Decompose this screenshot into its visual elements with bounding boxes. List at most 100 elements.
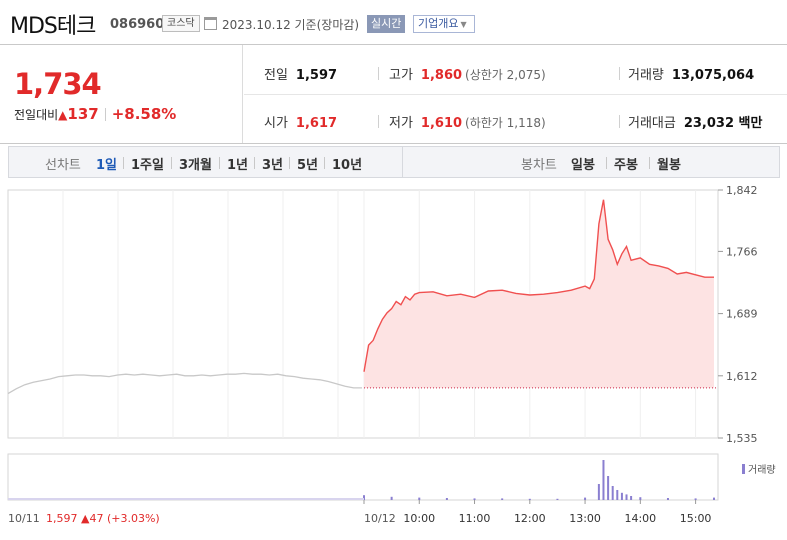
x-tick-label: 15:00 (680, 512, 712, 525)
current-price-box: 1,734 전일대비▲137 +8.58% (0, 45, 243, 143)
candle-chart-label: 봉차트 (521, 158, 557, 173)
volume-bar (528, 498, 531, 500)
stat-prev-close: 전일 1,597 (264, 64, 337, 83)
volume-bar (445, 498, 448, 500)
volume-bar (363, 495, 365, 500)
tab-3m[interactable]: 3개월 (179, 158, 212, 173)
tab-1d[interactable]: 1일 (96, 158, 118, 173)
x-tick-label: 10/12 (364, 512, 396, 525)
today-series-line (363, 199, 714, 372)
volume-bar (639, 497, 642, 500)
divider (219, 157, 220, 169)
divider (289, 157, 290, 169)
tab-1y[interactable]: 1년 (227, 158, 249, 173)
divider (104, 108, 106, 121)
volume-bar (473, 498, 476, 500)
volume-bar (607, 476, 610, 500)
divider (123, 157, 124, 169)
market-badge: 코스닥 (162, 15, 200, 32)
tab-weekly-candle[interactable]: 주봉 (614, 158, 638, 173)
lower-limit: (하한가 1,118) (465, 116, 546, 130)
volume-bar (611, 486, 614, 500)
stat-value: 13,075,064 (671, 68, 755, 83)
stat-value: 1,610 (420, 116, 463, 131)
base-date: 2023.10.12 기준(장마감) (222, 18, 360, 32)
up-triangle-icon: ▲ (58, 108, 68, 122)
volume-bar (630, 496, 633, 500)
volume-bar (556, 498, 559, 500)
volume-legend-swatch (742, 464, 745, 474)
tab-monthly-candle[interactable]: 월봉 (657, 158, 681, 173)
current-price: 1,734 (14, 67, 102, 101)
volume-bar (694, 498, 697, 500)
volume-bar (501, 498, 504, 500)
divider (324, 157, 325, 169)
stat-amount: 거래대금 23,032 백만 (628, 112, 762, 131)
volume-bar (584, 497, 587, 500)
tab-daily-candle[interactable]: 일봉 (571, 158, 595, 173)
tab-10y[interactable]: 10년 (332, 158, 363, 173)
volume-bar (390, 496, 393, 500)
volume-plot-frame (7, 453, 719, 501)
y-tick-label: 1,535 (726, 432, 758, 445)
divider (171, 157, 172, 169)
price-summary: 1,734 전일대비▲137 +8.58% 전일 1,597 고가 1,860 (상한가… (0, 44, 787, 144)
change-value: 137 (67, 105, 99, 123)
company-overview-label: 기업개요 (418, 17, 459, 30)
stats-row-divider (244, 94, 787, 95)
volume-bar (597, 484, 600, 500)
tabbar-divider (402, 147, 403, 177)
stat-label: 거래대금 (628, 116, 676, 131)
stock-header: MDS테크 086960 코스닥 2023.10.12 기준(장마감) 실시간 … (0, 0, 787, 44)
y-tick-label: 1,766 (726, 245, 758, 258)
divider (649, 157, 650, 169)
change-percent: +8.58% (111, 105, 177, 123)
x-tick-label: 10/11 (8, 512, 40, 525)
volume-bar (418, 497, 421, 500)
volume-legend-label: 거래량 (748, 464, 776, 476)
intraday-chart[interactable]: 1,842 1,766 1,689 1,612 1,535 거래량 10/11 1,597 ▲… (0, 182, 787, 540)
stat-label: 거래량 (628, 68, 664, 83)
price-stats: 전일 1,597 고가 1,860 (상한가 2,075) 거래량 13,075,064… (244, 45, 787, 143)
calendar-icon (204, 17, 217, 30)
volume-bar (620, 492, 623, 500)
stock-code: 086960 (110, 17, 165, 32)
volume-bar (616, 490, 619, 500)
volume-bar (625, 494, 628, 500)
x-tick-label: 11:00 (459, 512, 491, 525)
chevron-down-icon: ▼ (460, 20, 467, 29)
tab-1w[interactable]: 1주일 (131, 158, 164, 173)
upper-limit: (상한가 2,075) (465, 68, 546, 82)
tab-5y[interactable]: 5년 (297, 158, 319, 173)
stock-name: MDS테크 (10, 14, 96, 39)
realtime-button[interactable]: 실시간 (367, 15, 406, 33)
stat-label: 시가 (264, 116, 288, 131)
change-row: 전일대비▲137 +8.58% (14, 105, 176, 123)
stat-label: 저가 (389, 116, 413, 131)
prev-day-series-line (7, 372, 362, 395)
stat-value: 23,032 백만 (683, 116, 763, 131)
divider (619, 67, 620, 80)
divider (378, 115, 379, 128)
x-tick-label: 10:00 (403, 512, 435, 525)
stat-value: 1,860 (420, 68, 463, 83)
stat-label: 전일 (264, 68, 288, 83)
divider (619, 115, 620, 128)
y-tick-label: 1,689 (726, 308, 758, 321)
stat-value: 1,597 (295, 68, 338, 83)
chart-period-tabs: 선차트 1일 1주일 3개월 1년 3년 5년 10년 봉차트 일봉 주봉 월봉 (8, 146, 780, 178)
volume-bar (713, 497, 715, 500)
y-tick-label: 1,842 (726, 184, 758, 197)
divider (606, 157, 607, 169)
stat-volume: 거래량 13,075,064 (628, 64, 754, 83)
stat-label: 고가 (389, 68, 413, 83)
company-overview-button[interactable]: 기업개요 ▼ (413, 15, 475, 33)
y-tick-label: 1,612 (726, 370, 758, 383)
stat-low: 저가 1,610 (하한가 1,118) (389, 112, 546, 131)
chart-svg: 1,842 1,766 1,689 1,612 1,535 거래량 10/11 1,597 ▲… (7, 184, 776, 525)
divider (378, 67, 379, 80)
tab-3y[interactable]: 3년 (262, 158, 284, 173)
stat-value: 1,617 (295, 116, 338, 131)
stat-open: 시가 1,617 (264, 112, 337, 131)
stat-high: 고가 1,860 (상한가 2,075) (389, 64, 546, 83)
